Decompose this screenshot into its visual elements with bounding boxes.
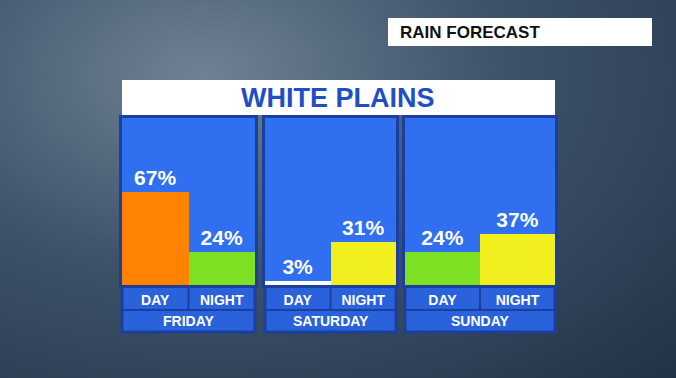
- svg-text:DAY: DAY: [141, 292, 170, 308]
- svg-text:3%: 3%: [282, 255, 313, 278]
- svg-text:NIGHT: NIGHT: [496, 292, 540, 308]
- svg-text:67%: 67%: [134, 166, 176, 189]
- svg-text:DAY: DAY: [284, 292, 313, 308]
- svg-text:SATURDAY: SATURDAY: [293, 313, 369, 329]
- svg-text:24%: 24%: [201, 226, 243, 249]
- svg-text:WHITE PLAINS: WHITE PLAINS: [241, 83, 435, 113]
- svg-text:DAY: DAY: [428, 292, 457, 308]
- svg-text:SUNDAY: SUNDAY: [451, 313, 509, 329]
- svg-text:31%: 31%: [342, 216, 384, 239]
- svg-text:NIGHT: NIGHT: [341, 292, 385, 308]
- svg-text:RAIN FORECAST: RAIN FORECAST: [400, 23, 540, 42]
- svg-text:FRIDAY: FRIDAY: [163, 313, 214, 329]
- svg-text:37%: 37%: [496, 208, 538, 231]
- svg-text:24%: 24%: [421, 226, 463, 249]
- svg-text:NIGHT: NIGHT: [200, 292, 244, 308]
